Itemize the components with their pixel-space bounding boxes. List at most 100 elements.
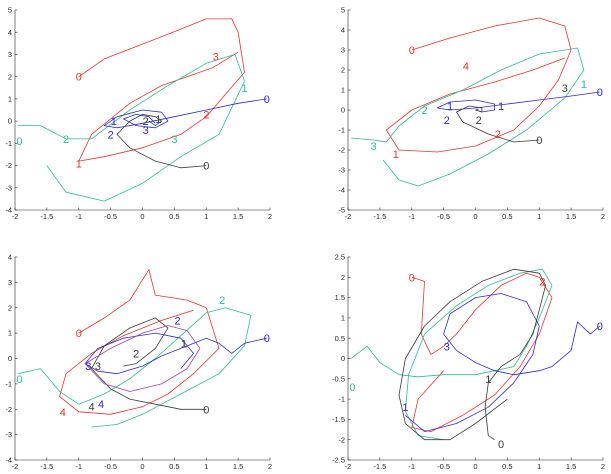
curve-label: 1 (181, 338, 187, 350)
curve-label: 2 (108, 129, 114, 141)
y-tick-label: 1 (8, 94, 12, 103)
x-tick-label: 0.5 (502, 212, 512, 221)
curve-label: 3 (143, 125, 149, 137)
x-tick-label: 1.5 (566, 462, 576, 471)
curve-label: 0 (16, 136, 22, 148)
x-tick-label: -1.5 (373, 462, 386, 471)
curve-label: 2 (133, 348, 139, 360)
y-tick-label: 4 (8, 28, 12, 37)
curve-label: 1 (76, 158, 82, 170)
y-tick-label: -1 (338, 126, 345, 135)
curve-label: 0 (76, 328, 82, 340)
x-tick-label: 2 (268, 462, 272, 471)
y-tick-label: -2 (338, 435, 345, 444)
x-tick-label: 0.5 (169, 212, 179, 221)
x-tick-label: -0.5 (437, 212, 450, 221)
y-tick-label: 4 (8, 253, 12, 262)
y-tick-label: 0 (8, 117, 12, 126)
y-tick-label: -1 (5, 379, 12, 388)
curve-label: 1 (111, 116, 117, 128)
y-tick-label: -0.5 (332, 374, 345, 383)
series-line (91, 317, 207, 410)
series-line (116, 114, 207, 169)
y-tick-label: 0 (341, 106, 345, 115)
x-tick-label: 1.5 (233, 462, 243, 471)
curve-label: 1 (402, 402, 408, 414)
series-line (18, 307, 252, 428)
curve-label: 2 (539, 276, 545, 288)
x-tick-label: -1.5 (40, 462, 53, 471)
y-tick-label: 2 (8, 72, 12, 81)
series-line (398, 268, 546, 441)
curve-label: 3 (213, 52, 219, 64)
x-tick-label: -2 (345, 462, 352, 471)
y-tick-label: 0 (8, 354, 12, 363)
curve-label: 0 (264, 94, 270, 106)
x-tick-label: -0.5 (104, 212, 117, 221)
curve-label: 4 (60, 407, 66, 419)
curve-label: 0 (16, 374, 22, 386)
curve-label: 0 (409, 45, 415, 57)
x-tick-label: -0.5 (437, 462, 450, 471)
curve-label: 2 (219, 295, 225, 307)
y-tick-label: 1.5 (335, 293, 345, 302)
curve-label: 0 (203, 404, 209, 416)
x-tick-label: 1 (537, 212, 541, 221)
curve-label: 1 (181, 338, 187, 350)
x-tick-label: 0 (473, 212, 477, 221)
y-tick-label: 0 (341, 354, 345, 363)
x-tick-label: 0 (140, 462, 144, 471)
series-line (405, 293, 601, 432)
curve-label: 1 (447, 101, 453, 113)
curve-label: 2 (203, 109, 209, 121)
y-tick-label: -4 (5, 206, 12, 215)
series-line (411, 272, 553, 432)
curve-label: 0 (409, 272, 415, 284)
curve-label: 2 (63, 134, 69, 146)
y-tick-label: -1 (338, 395, 345, 404)
x-tick-label: -1.5 (40, 212, 53, 221)
x-tick-label: 1 (204, 462, 208, 471)
y-tick-label: -2.5 (332, 456, 345, 465)
y-tick-label: 2 (341, 273, 345, 282)
series-line (456, 105, 540, 143)
series-line (78, 18, 245, 162)
curve-label: 1 (498, 101, 504, 113)
y-tick-label: -4 (5, 456, 12, 465)
series-line (18, 54, 245, 202)
curve-label: 3 (444, 341, 450, 353)
x-tick-label: 1 (537, 462, 541, 471)
curve-label: 2 (495, 129, 501, 141)
panel-top-right: -2 -1.5 -1 -0.5 0 0.5 1 1.5 2-5-4-3-2-1012345042… (338, 6, 605, 221)
curve-label: 2 (175, 315, 181, 327)
y-tick-label: -1.5 (332, 415, 345, 424)
curve-label: 1 (581, 79, 587, 91)
series-line (59, 269, 220, 415)
x-tick-label: -0.5 (104, 462, 117, 471)
y-tick-label: -5 (338, 206, 345, 215)
curve-label: 0 (76, 72, 82, 84)
x-tick-label: 1 (204, 212, 208, 221)
curve-label: 0 (349, 382, 355, 394)
x-tick-label: -2 (345, 212, 352, 221)
y-tick-label: 2.5 (335, 253, 345, 262)
x-tick-label: -1 (75, 212, 82, 221)
y-tick-label: -2 (338, 146, 345, 155)
y-tick-label: -4 (338, 186, 345, 195)
y-tick-label: 0.5 (335, 334, 345, 343)
y-tick-label: 5 (8, 6, 12, 15)
curve-label: 3 (562, 83, 568, 95)
y-tick-label: 2 (8, 303, 12, 312)
y-tick-label: 1 (341, 86, 345, 95)
curve-label: 0 (203, 161, 209, 173)
x-tick-label: -1.5 (373, 212, 386, 221)
curve-label: 1 (485, 374, 491, 386)
x-tick-label: -1 (408, 212, 415, 221)
x-tick-label: 0.5 (169, 462, 179, 471)
x-tick-label: 1.5 (566, 212, 576, 221)
y-tick-label: 5 (341, 6, 345, 15)
curve-label: 0 (597, 321, 603, 333)
curve-label: 1 (241, 83, 247, 95)
y-tick-label: 3 (8, 278, 12, 287)
